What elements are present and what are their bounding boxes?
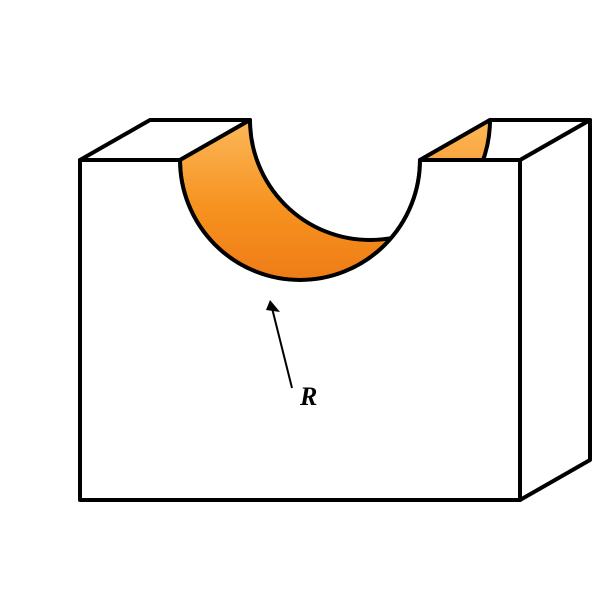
- radius-label: R: [299, 382, 317, 411]
- block: [80, 120, 590, 500]
- block-front-face: [80, 160, 520, 500]
- block-side-face: [520, 120, 590, 500]
- diagram-svg: R: [0, 0, 600, 600]
